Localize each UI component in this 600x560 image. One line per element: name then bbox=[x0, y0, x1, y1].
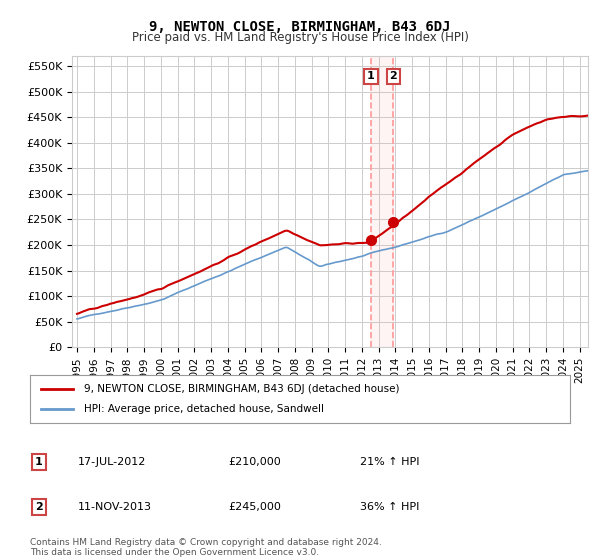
Text: 1: 1 bbox=[35, 457, 43, 467]
Text: 9, NEWTON CLOSE, BIRMINGHAM, B43 6DJ: 9, NEWTON CLOSE, BIRMINGHAM, B43 6DJ bbox=[149, 20, 451, 34]
Text: HPI: Average price, detached house, Sandwell: HPI: Average price, detached house, Sand… bbox=[84, 404, 324, 414]
Text: 2: 2 bbox=[389, 72, 397, 81]
Text: £245,000: £245,000 bbox=[228, 502, 281, 512]
Text: £210,000: £210,000 bbox=[228, 457, 281, 467]
Text: Contains HM Land Registry data © Crown copyright and database right 2024.
This d: Contains HM Land Registry data © Crown c… bbox=[30, 538, 382, 557]
Text: 9, NEWTON CLOSE, BIRMINGHAM, B43 6DJ (detached house): 9, NEWTON CLOSE, BIRMINGHAM, B43 6DJ (de… bbox=[84, 384, 400, 394]
Text: 17-JUL-2012: 17-JUL-2012 bbox=[78, 457, 146, 467]
Text: 1: 1 bbox=[367, 72, 375, 81]
Text: Price paid vs. HM Land Registry's House Price Index (HPI): Price paid vs. HM Land Registry's House … bbox=[131, 31, 469, 44]
Text: 11-NOV-2013: 11-NOV-2013 bbox=[78, 502, 152, 512]
Text: 21% ↑ HPI: 21% ↑ HPI bbox=[360, 457, 419, 467]
Bar bbox=[371, 56, 393, 347]
Text: 36% ↑ HPI: 36% ↑ HPI bbox=[360, 502, 419, 512]
Text: 2: 2 bbox=[35, 502, 43, 512]
